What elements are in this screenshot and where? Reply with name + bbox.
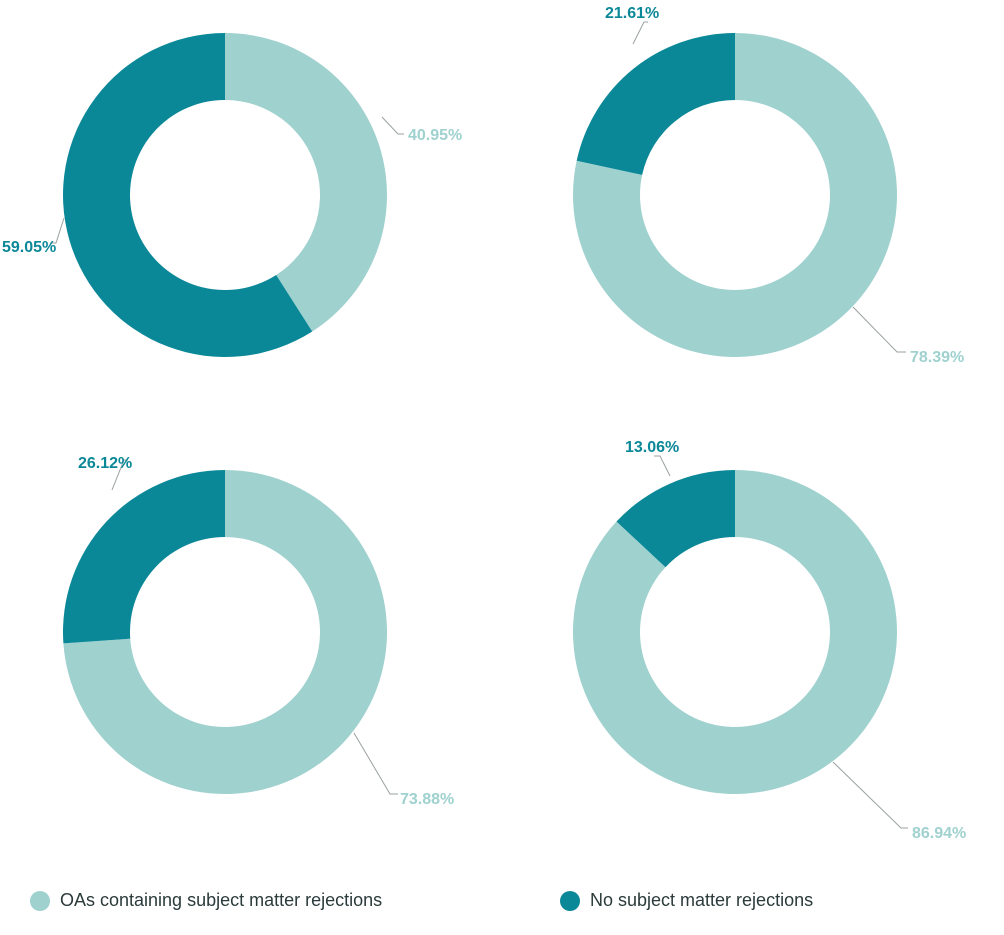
legend-label: No subject matter rejections	[590, 890, 813, 911]
leader-line	[853, 307, 906, 352]
leader-line	[833, 762, 908, 828]
legend: OAs containing subject matter rejections…	[0, 890, 1004, 926]
leader-line	[654, 456, 670, 476]
leader-line	[354, 733, 398, 794]
legend-item-light: OAs containing subject matter rejections	[30, 890, 382, 911]
leader-line	[633, 22, 648, 44]
donut-tr: 78.39% 21.61%	[573, 5, 964, 366]
slice-label-light: 86.94%	[912, 825, 966, 842]
donut-bl: 73.88% 26.12%	[63, 455, 454, 808]
donut-tl: 40.95% 59.05%	[2, 33, 462, 357]
slice-label-dark: 26.12%	[78, 455, 132, 472]
slice-label-light: 40.95%	[408, 127, 462, 144]
slice-light	[225, 33, 387, 332]
slice-label-light: 73.88%	[400, 791, 454, 808]
leader-line	[382, 117, 404, 134]
charts-svg: 40.95% 59.05% 78.39% 21.61% 73.88% 26.12% 86.9…	[0, 0, 1004, 930]
donut-br: 86.94% 13.06%	[573, 439, 966, 842]
donut-chart-grid: 40.95% 59.05% 78.39% 21.61% 73.88% 26.12% 86.9…	[0, 0, 1004, 930]
slice-label-dark: 21.61%	[605, 5, 659, 22]
slice-dark	[63, 470, 225, 643]
legend-item-dark: No subject matter rejections	[560, 890, 813, 911]
slice-dark	[577, 33, 735, 175]
slice-label-dark: 13.06%	[625, 439, 679, 456]
slice-label-dark: 59.05%	[2, 239, 56, 256]
slice-label-light: 78.39%	[910, 349, 964, 366]
legend-swatch-dark	[560, 891, 580, 911]
legend-swatch-light	[30, 891, 50, 911]
legend-label: OAs containing subject matter rejections	[60, 890, 382, 911]
